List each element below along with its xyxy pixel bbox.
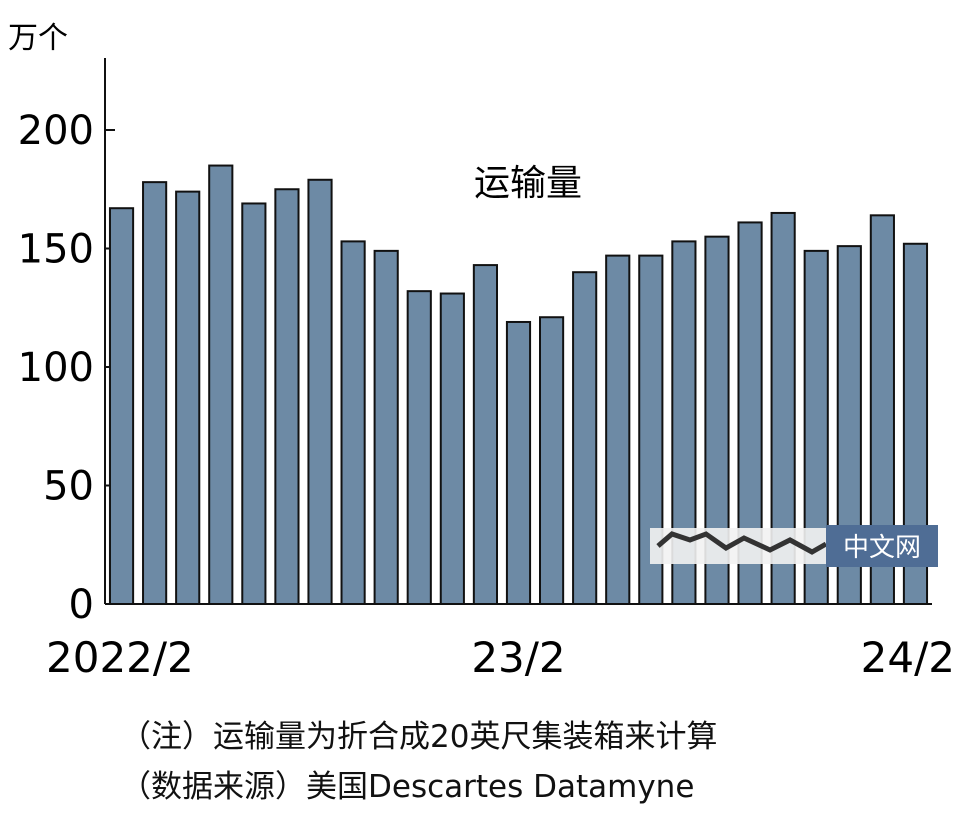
footnote-note: （注）运输量为折合成20英尺集装箱来计算 <box>120 719 718 755</box>
bar-2022/3 <box>142 181 168 605</box>
chart-title: 运输量 <box>474 163 582 204</box>
bar-2023/4 <box>572 271 598 605</box>
x-tick-label: 2022/2 <box>46 633 194 682</box>
bar-2022/11 <box>406 290 432 605</box>
y-tick-label: 50 <box>43 464 94 510</box>
bar-2023/3 <box>539 316 565 605</box>
bar-2022/7 <box>274 188 300 605</box>
bar-2022/9 <box>340 240 366 605</box>
bar-23/2 <box>505 320 532 605</box>
bar-2022/5 <box>208 164 234 606</box>
bar-2022/4 <box>175 190 201 605</box>
bar-2022/10 <box>373 249 399 605</box>
y-unit-label: 万个 <box>8 21 68 56</box>
x-tick-label: 24/2 <box>861 633 955 682</box>
watermark-logo-icon <box>656 531 828 555</box>
y-tick-label: 0 <box>69 582 94 628</box>
watermark: 中文网 <box>650 525 938 567</box>
y-tick-label: 200 <box>18 108 94 154</box>
bar-2023/1 <box>472 264 498 605</box>
footnote-source: （数据来源）美国Descartes Datamyne <box>120 769 695 805</box>
footnotes: （注）运输量为折合成20英尺集装箱来计算 （数据来源）美国Descartes D… <box>120 712 717 812</box>
watermark-text: 中文网 <box>843 533 921 563</box>
bar-2022/8 <box>307 178 333 606</box>
bar-2022/2 <box>108 207 135 606</box>
x-axis-ticks: 2022/2 23/2 24/2 <box>46 633 955 682</box>
bar-2022/6 <box>241 202 267 605</box>
watermark-badge <box>826 525 938 567</box>
bar-chart: 万个 0 50 100 150 200 2022/2 23/2 24/2 运输量 中文网 <box>8 21 955 682</box>
bar-2022/12 <box>439 292 465 605</box>
x-tick-label: 23/2 <box>471 633 565 682</box>
bar-2023/5 <box>605 254 631 606</box>
y-tick-label: 100 <box>18 345 94 391</box>
y-axis-ticks: 0 50 100 150 200 <box>18 108 115 628</box>
y-tick-label: 150 <box>18 227 94 273</box>
